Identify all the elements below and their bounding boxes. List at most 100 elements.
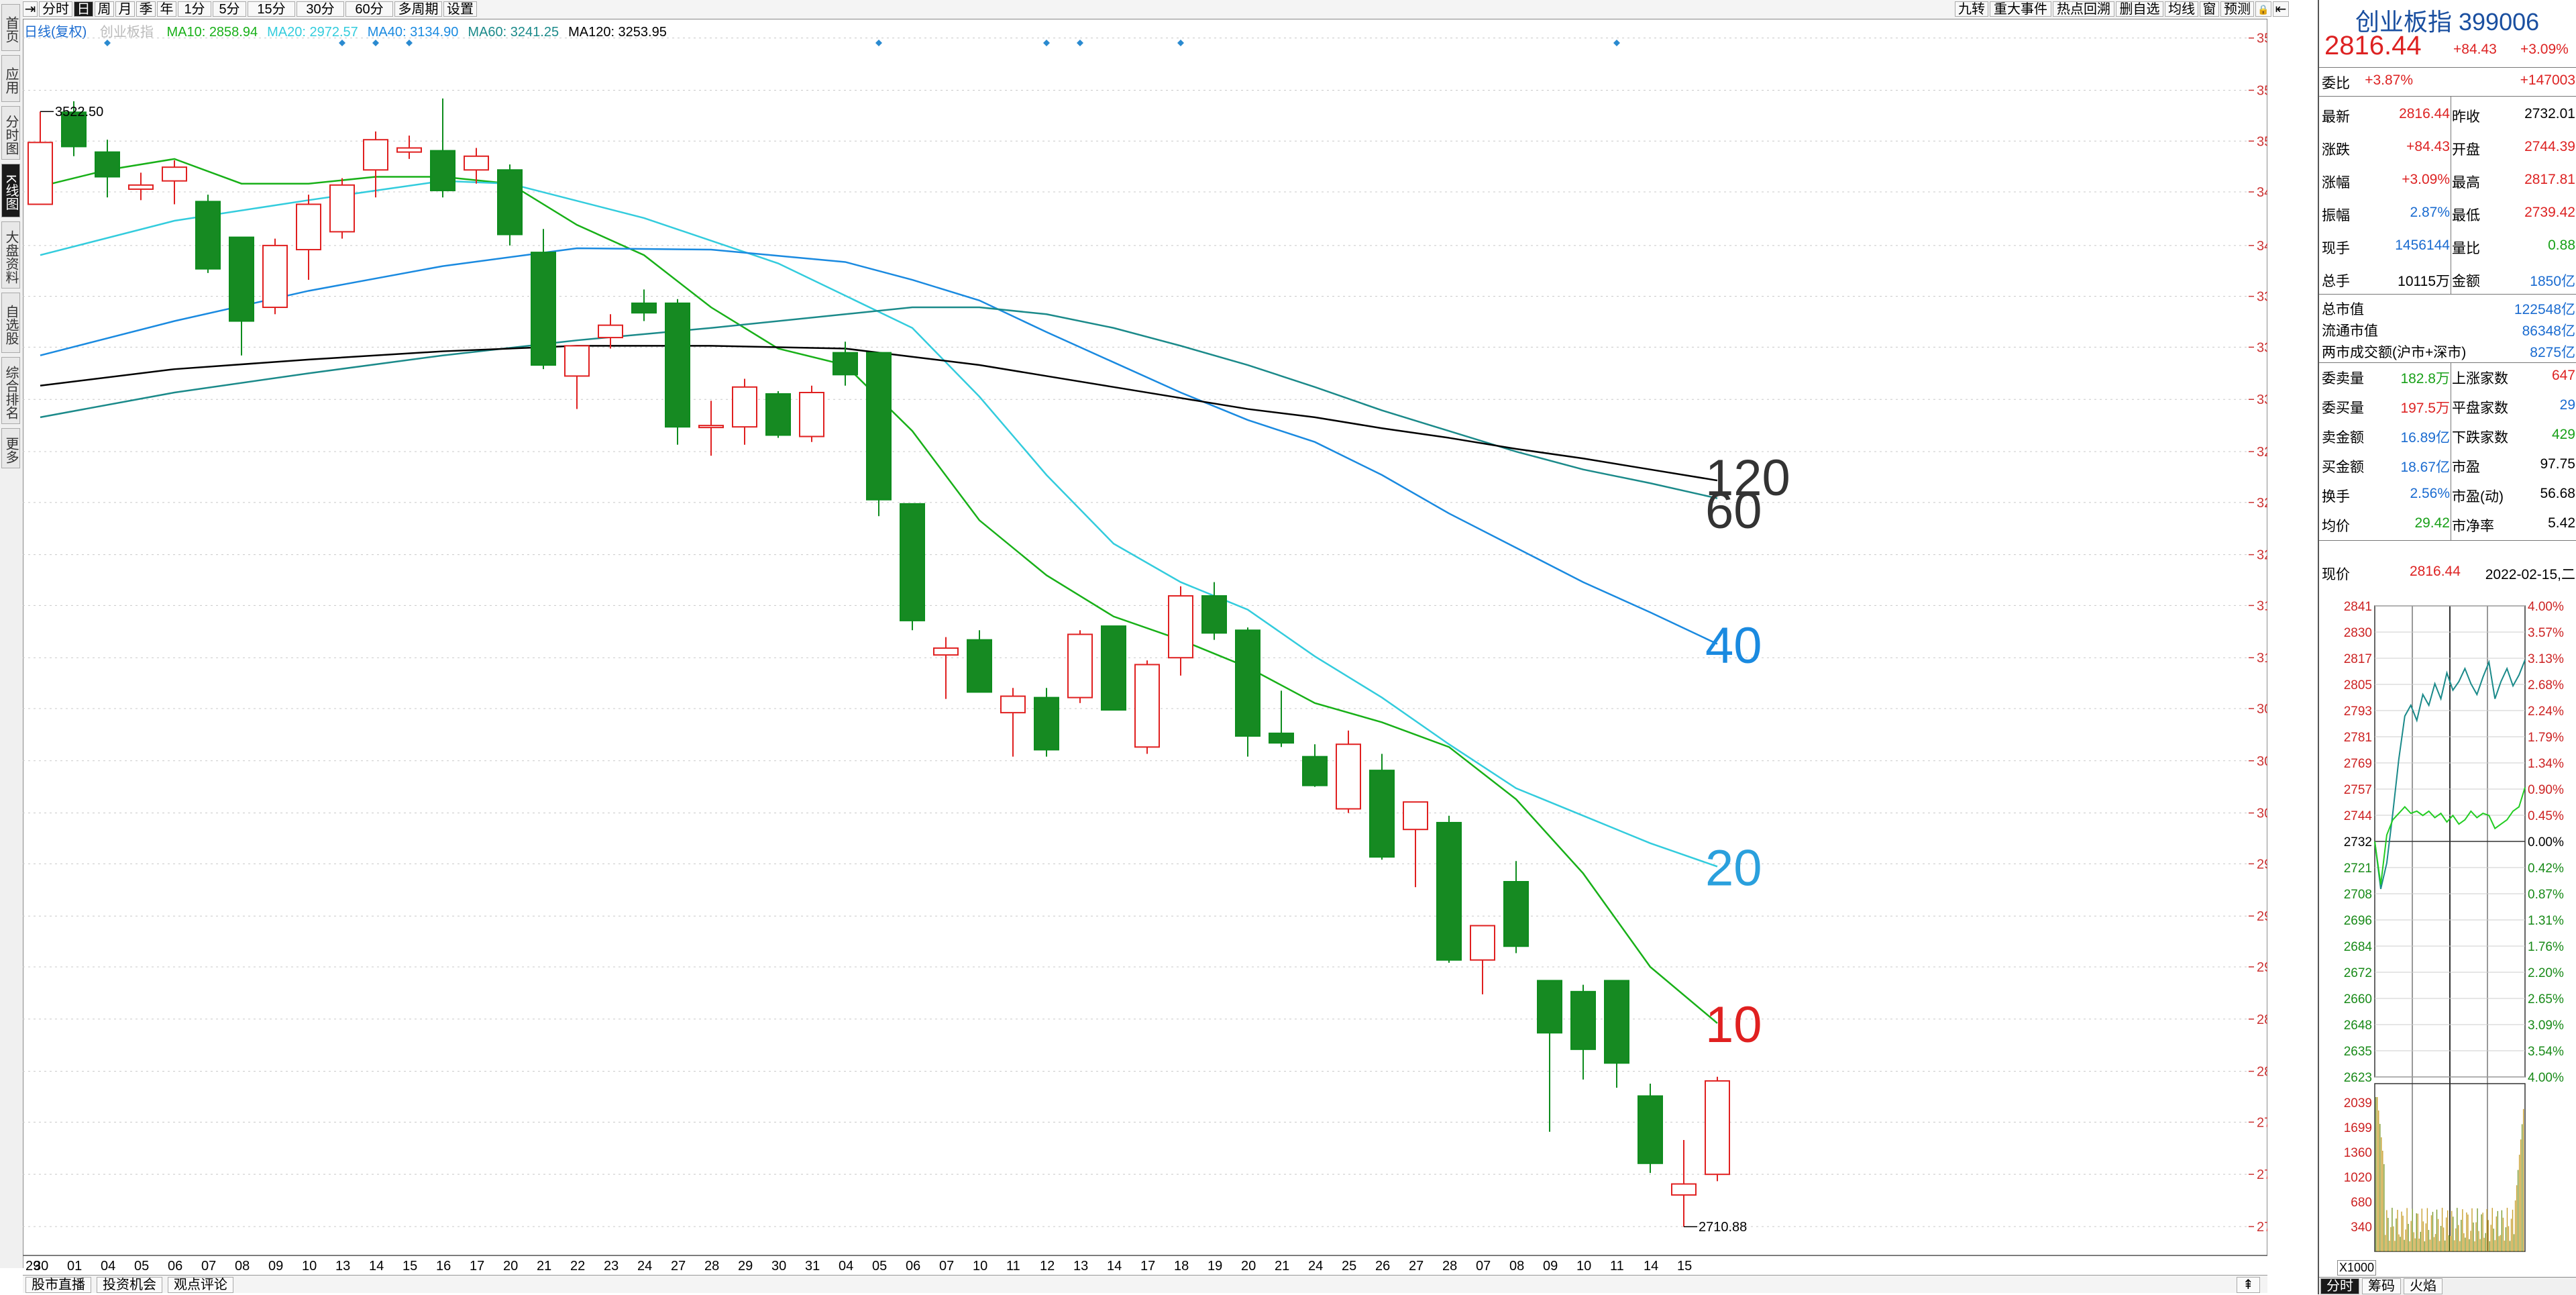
- x-tick-label: 10: [302, 1259, 317, 1274]
- intraday-pct-tick: 0.42%: [2528, 862, 2564, 876]
- ma-end-label: 40: [1705, 617, 1762, 674]
- left-nav-item[interactable]: 首页: [1, 4, 20, 51]
- volume-bar: [2462, 1209, 2463, 1251]
- intraday-pct-tick: 2.68%: [2528, 678, 2564, 692]
- exit-icon[interactable]: ⇤: [2273, 1, 2289, 17]
- period-button[interactable]: 1分: [178, 1, 211, 17]
- breadth-value: 197.5万: [2400, 401, 2450, 416]
- bottom-tab[interactable]: 股市直播: [25, 1277, 91, 1293]
- event-marker: [875, 40, 882, 46]
- tool-button[interactable]: 窗: [2200, 1, 2219, 17]
- left-nav-item[interactable]: 大盘资料: [1, 221, 20, 289]
- period-button[interactable]: 分时: [39, 1, 72, 17]
- x-tick-label: 14: [369, 1259, 384, 1274]
- candle: [95, 140, 120, 198]
- breadth-value: 29: [2559, 397, 2575, 413]
- intraday-pct-tick: 2.65%: [2528, 992, 2564, 1006]
- intraday-price-tick: 2732: [2344, 835, 2372, 849]
- x-tick-label: 24: [1308, 1259, 1323, 1274]
- event-marker: [1077, 40, 1083, 46]
- candle-body-down: [1570, 990, 1596, 1050]
- bottom-tab[interactable]: 投资机会: [97, 1277, 162, 1293]
- period-button[interactable]: 年: [157, 1, 176, 17]
- period-button[interactable]: 季: [136, 1, 156, 17]
- y-tick-label: 3050: [2257, 754, 2267, 769]
- left-nav-item[interactable]: 综合排名: [1, 357, 20, 424]
- candle-body-up: [396, 147, 422, 153]
- volume-bar: [2434, 1234, 2436, 1251]
- left-nav-item[interactable]: 分时图: [1, 106, 20, 160]
- weibi-label: 委比: [2322, 76, 2350, 91]
- breadth-value: 56.68: [2540, 486, 2575, 501]
- tool-button[interactable]: 删自选: [2116, 1, 2163, 17]
- x-tick-label: 06: [906, 1259, 920, 1274]
- tool-button[interactable]: 重大事件: [1990, 1, 2051, 17]
- candle: [698, 401, 724, 456]
- tool-button[interactable]: 均线: [2165, 1, 2198, 17]
- tool-button[interactable]: 热点回溯: [2053, 1, 2114, 17]
- y-tick-label: 3351: [2257, 340, 2267, 355]
- volume-bar: [2506, 1208, 2508, 1251]
- volume-bar: [2405, 1229, 2406, 1251]
- index-change-pct: +3.09%: [2520, 42, 2569, 57]
- period-button[interactable]: 多周期: [394, 1, 442, 17]
- quote-value: 10115万: [2398, 274, 2450, 289]
- candle-body-up: [732, 386, 757, 428]
- quote-label: 开盘: [2452, 142, 2480, 158]
- ma-line-ma120: [40, 345, 1718, 482]
- volume-bar: [2401, 1211, 2402, 1251]
- left-nav-item[interactable]: 更多: [1, 428, 20, 468]
- y-tick-label: 3200: [2257, 548, 2267, 563]
- legend-item: MA120: 3253.95: [568, 25, 667, 40]
- candle: [1403, 801, 1428, 888]
- volume-bar: [2389, 1241, 2390, 1251]
- cap-value: 86348亿: [2522, 323, 2575, 339]
- period-button[interactable]: 60分: [345, 1, 393, 17]
- candle: [631, 289, 657, 321]
- candle: [430, 98, 455, 198]
- left-nav-item[interactable]: 应用: [1, 55, 20, 102]
- period-button[interactable]: 5分: [213, 1, 246, 17]
- period-button[interactable]: 周: [95, 1, 114, 17]
- period-button[interactable]: 30分: [297, 1, 344, 17]
- candle-body-up: [564, 345, 590, 377]
- toolbar-arrow-icon[interactable]: ⇥: [23, 1, 38, 17]
- period-button[interactable]: 15分: [248, 1, 295, 17]
- candle-body-up: [1403, 801, 1428, 831]
- volume-bar: [2459, 1241, 2461, 1251]
- quote-label: 振幅: [2322, 208, 2350, 223]
- period-button[interactable]: 设置: [443, 1, 477, 17]
- panel-divider: [2319, 362, 2576, 363]
- cap-value: 122548亿: [2514, 302, 2575, 317]
- breadth-value: 18.67亿: [2400, 460, 2450, 475]
- intraday-tab[interactable]: 火焰: [2404, 1278, 2443, 1294]
- volume-bar: [2483, 1237, 2485, 1251]
- candle: [732, 378, 757, 445]
- volume-bar: [2467, 1214, 2469, 1251]
- intraday-tab[interactable]: 筹码: [2362, 1278, 2401, 1294]
- intraday-tab[interactable]: 分时: [2320, 1278, 2359, 1294]
- volume-bar: [2379, 1124, 2381, 1251]
- left-nav-item[interactable]: K线图: [1, 164, 20, 217]
- period-button[interactable]: 日: [74, 1, 93, 17]
- y-tick-label: 3501: [2257, 134, 2267, 149]
- intraday-pct-tick: 3.09%: [2528, 1019, 2564, 1033]
- x-tick-label: 09: [1543, 1259, 1558, 1274]
- lock-icon[interactable]: 🔒: [2255, 1, 2271, 17]
- period-button[interactable]: 月: [115, 1, 135, 17]
- intraday-price-tick: 2696: [2344, 914, 2372, 928]
- x-tick-label: 26: [1375, 1259, 1390, 1274]
- intraday-avg-line: [2374, 787, 2526, 885]
- collapse-arrow-icon[interactable]: ⇞: [2237, 1277, 2260, 1293]
- tool-button[interactable]: 预测: [2220, 1, 2254, 17]
- index-price: 2816.44: [2324, 31, 2422, 60]
- breadth-label: 卖金额: [2322, 430, 2364, 446]
- quote-panel: 创业板指 399006 2816.44 +84.43 +3.09% 委比 +3.8…: [2318, 0, 2576, 1295]
- kline-chart[interactable]: 3576 3538 3501 3464 3425 3388 3351 3313 3275 3238…: [23, 19, 2267, 1275]
- left-nav-item[interactable]: 自选股: [1, 293, 20, 353]
- volume-bar: [2500, 1235, 2502, 1251]
- legend-item: MA10: 2858.94: [166, 25, 258, 40]
- y-tick-label: 2711: [2257, 1220, 2267, 1235]
- tool-button[interactable]: 九转: [1955, 1, 1988, 17]
- bottom-tab[interactable]: 观点评论: [168, 1277, 233, 1293]
